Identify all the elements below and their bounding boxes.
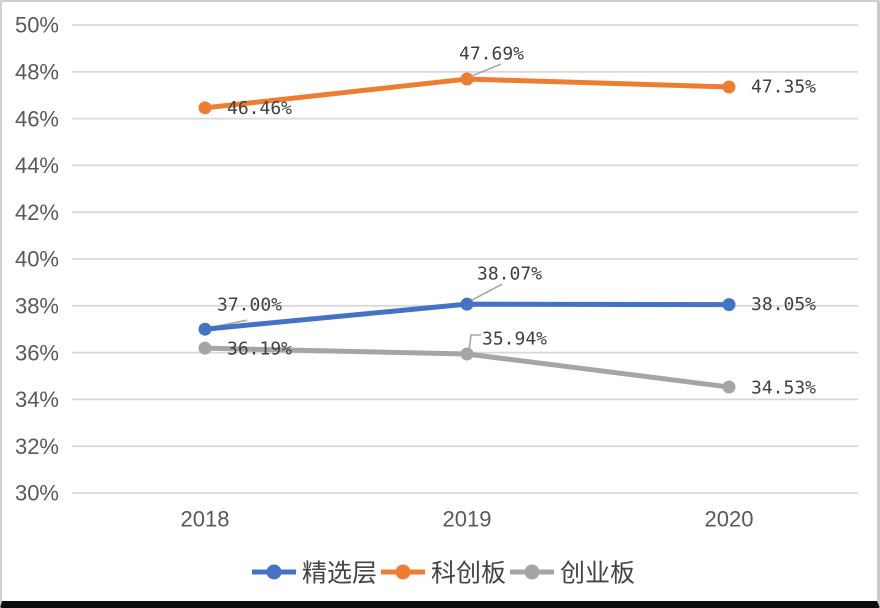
y-axis-tick-label: 40% [15, 247, 59, 272]
leader-line [468, 334, 481, 352]
y-axis-tick-label: 30% [15, 481, 59, 506]
data-label: 37.00% [217, 295, 282, 316]
series-1: 46.46% 47.69% 47.35% [198, 43, 816, 119]
x-axis-tick-label: 2018 [181, 507, 230, 532]
data-label: 35.94% [482, 328, 547, 349]
legend: 精选层 科创板 创业板 [252, 558, 635, 587]
y-axis: 50% 48% 46% 44% 42% 40% 38% 36% 34% 32% 30% [15, 13, 59, 506]
y-axis-tick-label: 46% [15, 106, 59, 131]
data-label: 46.46% [227, 98, 292, 119]
y-axis-tick-label: 34% [15, 387, 59, 412]
line-chart-canvas: 50%48%46%44%42%40%38%36%34%32%30%2018 201… [15, 13, 858, 587]
y-axis-tick-label: 36% [15, 340, 59, 365]
data-point [460, 347, 474, 361]
data-point [722, 380, 736, 394]
x-axis-tick-label: 2019 [443, 507, 492, 532]
data-label: 47.69% [459, 43, 524, 64]
leader-line [467, 283, 503, 303]
data-point [198, 101, 212, 115]
data-label: 47.35% [751, 76, 816, 97]
legend-marker-dot [524, 564, 540, 580]
x-axis: 2018 2019 2020 [181, 507, 754, 532]
data-point [722, 298, 736, 312]
y-axis-tick-label: 44% [15, 153, 59, 178]
data-label: 34.53% [751, 377, 816, 398]
legend-marker-dot [395, 564, 411, 580]
y-axis-tick-label: 38% [15, 294, 59, 319]
legend-item-0: 精选层 [252, 558, 377, 587]
legend-label: 科创板 [431, 558, 506, 587]
data-point [198, 341, 212, 355]
legend-item-2: 创业板 [510, 558, 635, 587]
series-2: 36.19% 35.94% 34.53% [198, 328, 816, 398]
leader-line [468, 63, 502, 78]
data-label: 38.07% [477, 263, 542, 284]
data-label: 36.19% [227, 338, 292, 359]
data-point [460, 297, 474, 311]
legend-label: 创业板 [560, 558, 635, 587]
y-axis-tick-label: 32% [15, 434, 59, 459]
legend-item-1: 科创板 [381, 558, 506, 587]
y-axis-tick-label: 42% [15, 200, 59, 225]
y-axis-tick-label: 50% [15, 13, 59, 38]
data-point [460, 72, 474, 86]
x-axis-tick-label: 2020 [705, 507, 754, 532]
data-label: 38.05% [751, 294, 816, 315]
legend-marker-dot [266, 564, 282, 580]
y-axis-tick-label: 48% [15, 60, 59, 85]
legend-label: 精选层 [302, 558, 377, 587]
data-point [722, 80, 736, 94]
gridlines [72, 24, 858, 494]
data-point [198, 322, 212, 336]
series-0: 37.00% 38.07% 38.05% [198, 263, 816, 336]
